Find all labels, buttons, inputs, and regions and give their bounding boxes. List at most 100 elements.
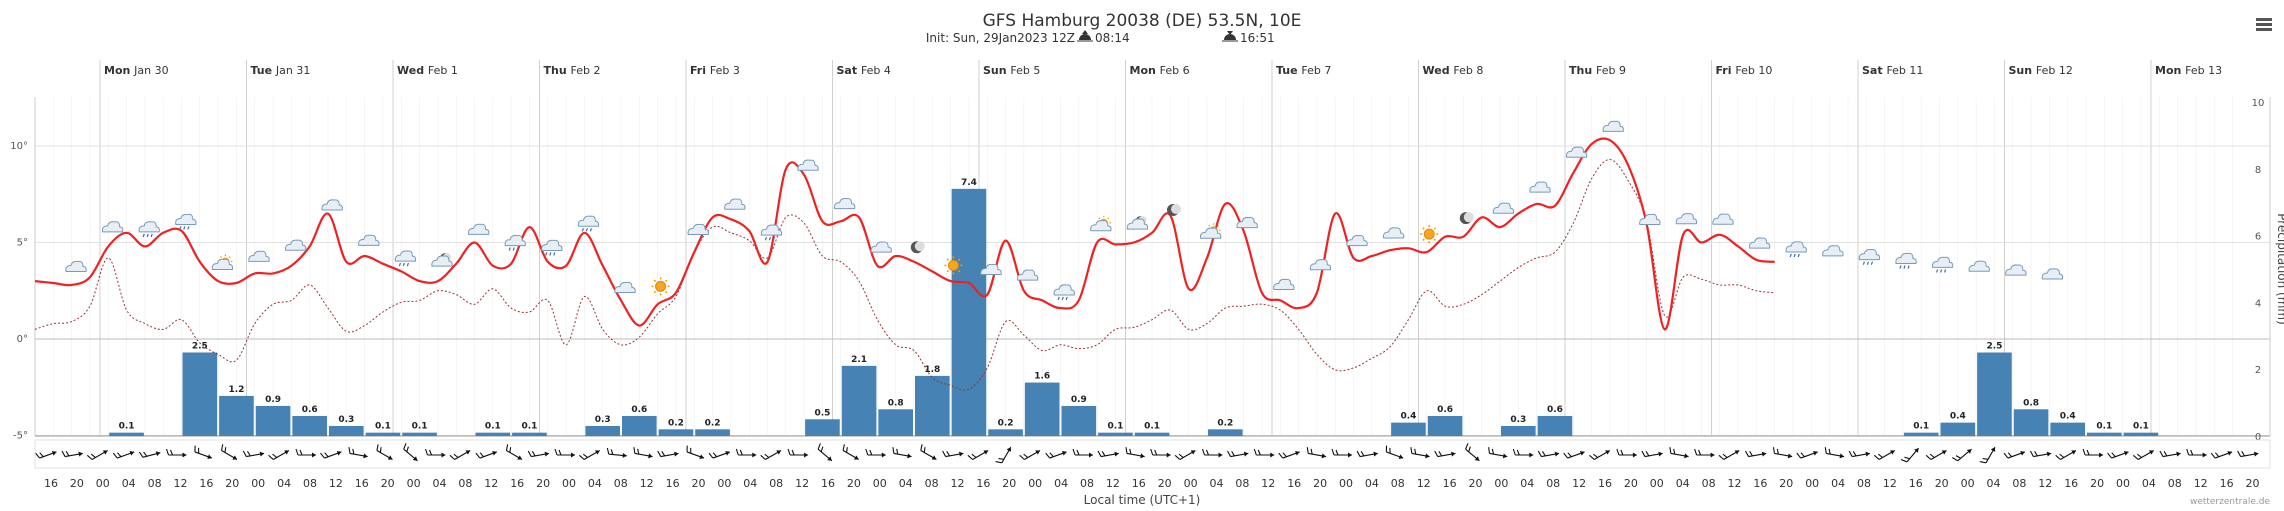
wind-barb <box>1201 448 1223 458</box>
x-tick-label: 00 <box>1339 477 1353 490</box>
precip-value-label: 0.4 <box>2060 412 2076 422</box>
x-tick-label: 12 <box>1883 477 1897 490</box>
precip-bar <box>402 432 437 436</box>
wind-barb <box>1745 450 1767 458</box>
x-tick-label: 20 <box>1002 477 1016 490</box>
x-tick-label: 16 <box>1287 477 1301 490</box>
wind-barb <box>1952 448 1972 462</box>
wind-barb <box>1306 447 1327 459</box>
precip-bar <box>1024 382 1060 436</box>
wind-barb <box>942 450 964 458</box>
x-tick-label: 08 <box>1857 477 1871 490</box>
wind-barb <box>1925 450 1947 460</box>
temp-tick-label: 5° <box>17 238 28 249</box>
wind-barb <box>1979 446 1996 464</box>
precip-value-label: 0.2 <box>998 418 1014 428</box>
sun-icon <box>1420 225 1439 244</box>
cloud-icon <box>321 199 343 211</box>
cloud-icon <box>1492 202 1515 214</box>
cloud-icon <box>1016 269 1039 281</box>
precipitation-axis: 0 2 4 6 8 10 <box>2252 98 2265 443</box>
x-tick-label: 08 <box>2168 477 2182 490</box>
precip-tick-label: 0 <box>2255 432 2261 443</box>
cloud-rain-icon <box>1785 241 1807 258</box>
sunrise-icon <box>1077 30 1093 42</box>
x-tick-label: 20 <box>1624 477 1638 490</box>
x-tick-label: 12 <box>2194 477 2208 490</box>
x-tick-label: 20 <box>1779 477 1793 490</box>
wind-barb <box>708 450 731 459</box>
x-tick-label: 08 <box>1702 477 1716 490</box>
precip-value-label: 1.2 <box>228 385 244 395</box>
precip-bar <box>695 429 730 436</box>
wind-barb <box>995 446 1012 464</box>
moon-cloud-icon <box>431 253 453 267</box>
x-tick-label: 20 <box>2246 477 2260 490</box>
sun-cloud-icon <box>1199 223 1222 239</box>
x-tick-label: 00 <box>251 477 265 490</box>
x-tick-label: 12 <box>1261 477 1275 490</box>
cloud-icon <box>101 221 124 233</box>
wind-barb <box>554 448 575 458</box>
x-tick-label: 04 <box>1365 477 1379 490</box>
cloud-icon <box>687 223 709 236</box>
moon-icon <box>1459 212 1474 225</box>
wind-barb <box>2107 450 2129 459</box>
x-tick-label: 00 <box>1494 477 1508 490</box>
cloud-icon <box>1565 146 1588 158</box>
x-tick-label: 20 <box>1935 477 1949 490</box>
x-tick-label: 16 <box>1443 477 1457 490</box>
precip-value-label: 0.1 <box>1107 422 1123 432</box>
x-tick-label: 04 <box>2142 477 2156 490</box>
wind-barb <box>1045 450 1067 459</box>
x-tick-label: 16 <box>1909 477 1923 490</box>
x-tick-label: 04 <box>1210 477 1224 490</box>
dewpoint-line <box>34 158 1775 391</box>
x-tick-label: 16 <box>976 477 990 490</box>
cloud-icon <box>358 234 380 246</box>
wind-barb <box>760 450 782 460</box>
precip-tick-label: 6 <box>2255 232 2261 243</box>
wind-barb <box>892 447 912 459</box>
wind-barb <box>1512 448 1534 458</box>
x-tick-label: 08 <box>1546 477 1560 490</box>
cloud-icon <box>1273 278 1295 290</box>
precip-bar <box>109 432 144 436</box>
x-tick-label: 12 <box>2038 477 2052 490</box>
x-tick-label: 00 <box>562 477 576 490</box>
cloud-rain-icon <box>138 221 160 238</box>
sun-icon <box>651 277 670 296</box>
precip-value-label: 0.1 <box>412 422 428 432</box>
cloud-icon <box>2005 264 2027 276</box>
temperature-axis: -5° 0° 5° 10° <box>10 141 28 442</box>
precip-value-label: 0.6 <box>1547 405 1563 415</box>
cloud-icon <box>284 239 307 251</box>
wind-barb <box>1410 447 1430 459</box>
cloud-icon <box>65 260 87 273</box>
x-tick-label: 16 <box>2220 477 2234 490</box>
precip-value-label: 2.5 <box>192 342 208 352</box>
wind-barb <box>424 448 446 458</box>
wind-barb <box>1434 450 1456 458</box>
x-tick-label: 16 <box>1753 477 1767 490</box>
x-tick-label: 00 <box>1805 477 1819 490</box>
precip-value-label: 1.8 <box>924 365 940 375</box>
precip-bar <box>475 432 511 436</box>
cloud-rain-icon <box>394 250 417 267</box>
temperature-line <box>34 137 1775 331</box>
cloud-rain-icon <box>1931 256 1954 273</box>
wind-barb <box>475 450 497 459</box>
precip-bar <box>2087 432 2122 436</box>
precip-value-label: 2.5 <box>1986 342 2002 352</box>
x-tick-label: 08 <box>458 477 472 490</box>
precip-bar <box>841 365 877 436</box>
hamburger-menu-icon[interactable] <box>2256 18 2272 32</box>
cloud-icon <box>467 223 490 235</box>
precip-bar <box>878 409 913 436</box>
cloud-icon <box>1748 237 1771 249</box>
wind-barb <box>1385 445 1404 460</box>
wind-barb <box>35 450 57 459</box>
day-label: Fri Feb 3 <box>690 64 740 77</box>
wind-barb <box>1488 447 1508 459</box>
precip-value-label: 0.1 <box>485 422 501 432</box>
